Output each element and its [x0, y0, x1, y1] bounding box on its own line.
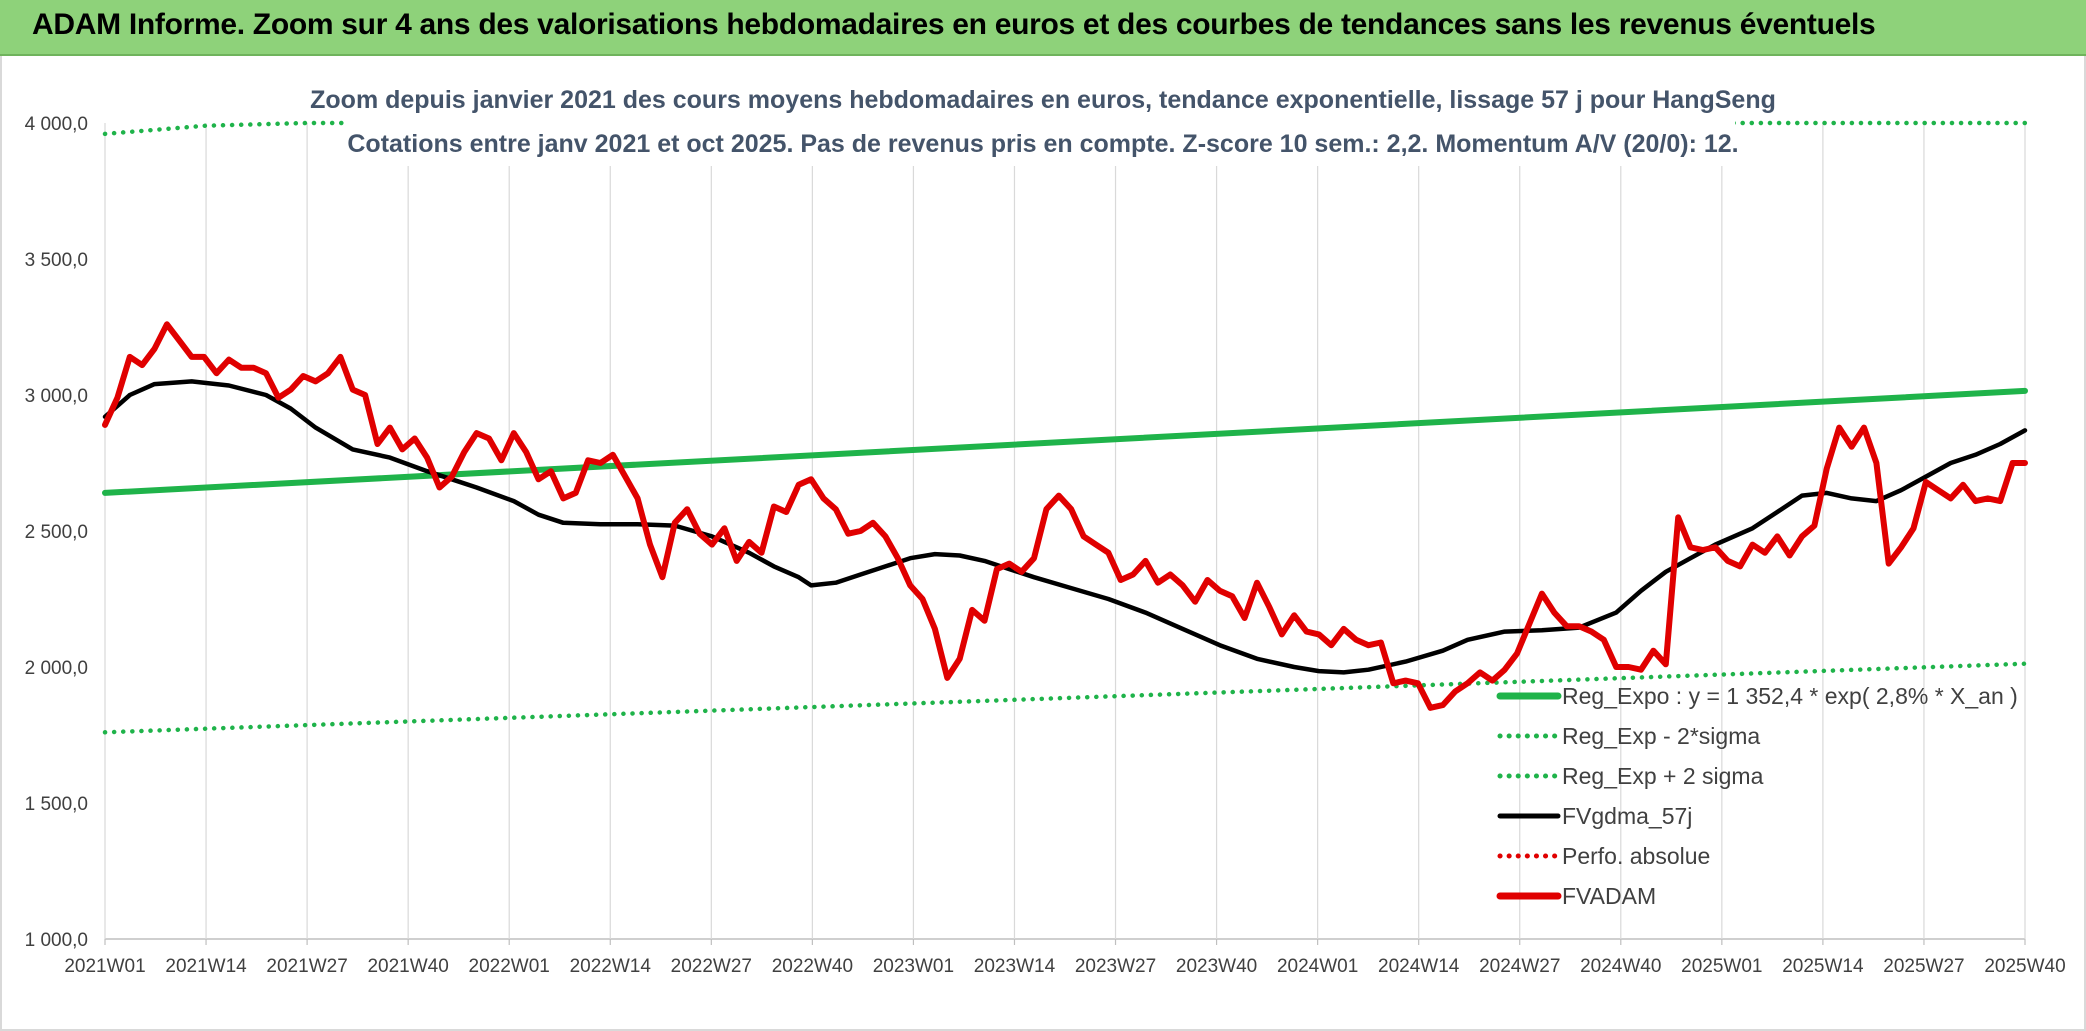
x-tick-label: 2025W14 — [1782, 956, 1864, 977]
x-tick-label: 2024W14 — [1378, 956, 1460, 977]
x-tick-label: 2023W14 — [974, 956, 1056, 977]
x-tick-label: 2023W40 — [1176, 956, 1257, 977]
x-axis-ticks: 2021W01 2021W14 2021W27 2021W40 2022W01 2022W… — [64, 956, 2065, 977]
chart-subtitle: Zoom depuis janvier 2021 des cours moyen… — [310, 86, 1776, 158]
x-tick-label: 2025W27 — [1883, 956, 1964, 977]
y-tick-label: 1 500,0 — [25, 794, 88, 815]
y-tick-label: 2 500,0 — [25, 522, 88, 543]
legend-item: Perfo. absolue — [1497, 843, 1710, 869]
x-tick-label: 2025W01 — [1681, 956, 1762, 977]
x-tick-label: 2025W40 — [1984, 956, 2065, 977]
report-title: ADAM Informe. Zoom sur 4 ans des valoris… — [32, 8, 1876, 41]
x-tick-label: 2022W01 — [469, 956, 550, 977]
series-price — [102, 321, 2028, 711]
x-tick-label: 2021W01 — [64, 956, 145, 977]
x-tick-label: 2022W40 — [772, 956, 853, 977]
legend-item: FVgdma_57j — [1497, 803, 1692, 829]
legend-label: FVADAM — [1562, 883, 1656, 909]
legend-item: Reg_Exp - 2*sigma — [1497, 723, 1760, 749]
chart-legend: Reg_Expo : y = 1 352,4 * exp( 2,8% * X_a… — [1496, 683, 2018, 909]
subtitle-backdrop — [345, 56, 1735, 166]
legend-label: Perfo. absolue — [1562, 843, 1710, 869]
y-tick-label: 3 000,0 — [25, 386, 88, 407]
legend-label: Reg_Expo : y = 1 352,4 * exp( 2,8% * X_a… — [1562, 683, 2018, 709]
legend-item: Reg_Exp + 2 sigma — [1497, 763, 1764, 789]
legend-label: FVgdma_57j — [1562, 803, 1692, 829]
x-tick-label: 2024W01 — [1277, 956, 1358, 977]
y-axis-ticks: 1 000,0 1 500,0 2 000,0 2 500,0 3 000,0 3 500… — [25, 114, 88, 951]
x-tick-label: 2023W01 — [873, 956, 954, 977]
legend-label: Reg_Exp - 2*sigma — [1562, 723, 1760, 749]
series-band-low — [102, 661, 2028, 735]
chart-subtitle-line-1: Zoom depuis janvier 2021 des cours moyen… — [310, 86, 1776, 114]
report-header: ADAM Informe. Zoom sur 4 ans des valoris… — [0, 0, 2086, 56]
chart-grid — [104, 123, 2026, 945]
y-tick-label: 3 500,0 — [25, 250, 88, 271]
chart-series — [102, 56, 2028, 735]
x-tick-label: 2021W40 — [367, 956, 448, 977]
x-tick-label: 2024W27 — [1479, 956, 1560, 977]
series-trend — [102, 387, 2028, 496]
series-smooth — [102, 379, 2028, 675]
x-tick-label: 2021W27 — [266, 956, 347, 977]
x-tick-label: 2021W14 — [165, 956, 247, 977]
y-tick-label: 1 000,0 — [25, 930, 88, 951]
y-tick-label: 2 000,0 — [25, 658, 88, 679]
legend-item: FVADAM — [1496, 883, 1656, 909]
line-chart: 1 000,0 1 500,0 2 000,0 2 500,0 3 000,0 3 500… — [25, 56, 2066, 977]
x-tick-label: 2024W40 — [1580, 956, 1661, 977]
legend-item: Reg_Expo : y = 1 352,4 * exp( 2,8% * X_a… — [1496, 683, 2018, 709]
x-tick-label: 2022W27 — [671, 956, 752, 977]
legend-label: Reg_Exp + 2 sigma — [1562, 763, 1764, 789]
y-tick-label: 4 000,0 — [25, 114, 88, 135]
x-tick-label: 2022W14 — [570, 956, 652, 977]
x-tick-label: 2023W27 — [1075, 956, 1156, 977]
chart-subtitle-line-2: Cotations entre janv 2021 et oct 2025. P… — [347, 130, 1738, 158]
